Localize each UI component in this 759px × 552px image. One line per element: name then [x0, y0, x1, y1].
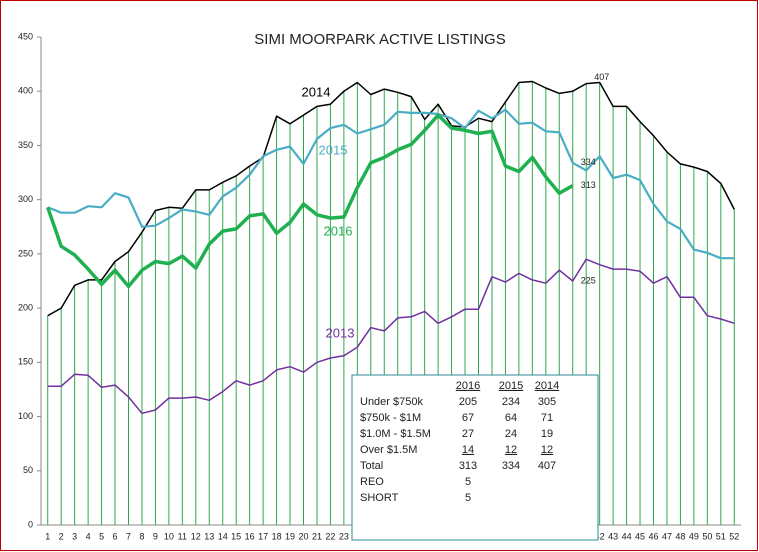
table-row-label: Over $1.5M: [360, 444, 417, 456]
x-tick-label: 12: [191, 531, 201, 541]
x-tick-label: 20: [298, 531, 308, 541]
y-tick-label: 0: [28, 519, 33, 529]
y-tick-label: 300: [18, 194, 33, 204]
x-tick-label: 6: [113, 531, 118, 541]
table-row-label: $1.0M - $1.5M: [360, 428, 431, 440]
table-header: 2014: [535, 380, 559, 392]
x-tick-label: 15: [231, 531, 241, 541]
x-tick-label: 51: [716, 531, 726, 541]
x-tick-label: 17: [258, 531, 268, 541]
table-cell: 71: [541, 412, 553, 424]
x-tick-label: 52: [729, 531, 739, 541]
table-cell: 205: [459, 396, 477, 408]
table-header: 2015: [499, 380, 523, 392]
x-tick-label: 50: [702, 531, 712, 541]
x-tick-label: 3: [72, 531, 77, 541]
table-cell: 24: [505, 428, 517, 440]
series-name: 2014: [302, 84, 331, 99]
x-tick-label: 23: [339, 531, 349, 541]
x-tick-label: 8: [139, 531, 144, 541]
y-tick-label: 100: [18, 411, 33, 421]
data-label: 334: [581, 157, 596, 167]
table-cell: 334: [502, 460, 520, 472]
table-cell: 19: [541, 428, 553, 440]
y-tick-label: 450: [18, 31, 33, 41]
x-tick-label: 49: [689, 531, 699, 541]
x-tick-label: 14: [218, 531, 228, 541]
table-cell: 14: [462, 444, 474, 456]
x-tick-label: 5: [99, 531, 104, 541]
x-tick-label: 10: [164, 531, 174, 541]
table-cell: 234: [502, 396, 520, 408]
table-cell: 12: [541, 444, 553, 456]
series-line: [46, 113, 574, 289]
y-tick-label: 150: [18, 357, 33, 367]
table-header: 2016: [456, 380, 480, 392]
y-tick-label: 200: [18, 302, 33, 312]
x-tick-label: 42: [595, 531, 605, 541]
series-name: 2015: [319, 142, 348, 157]
x-tick-label: 48: [675, 531, 685, 541]
table-cell: 5: [465, 492, 471, 504]
x-tick-label: 1: [45, 531, 50, 541]
x-tick-label: 13: [204, 531, 214, 541]
y-tick-label: 50: [23, 465, 33, 475]
x-tick-label: 45: [635, 531, 645, 541]
series-name: 2013: [326, 325, 355, 340]
table-cell: 305: [538, 396, 556, 408]
table-row-label: REO: [360, 476, 384, 488]
x-tick-label: 43: [608, 531, 618, 541]
series-line: [47, 80, 735, 317]
series-name: 2016: [324, 223, 353, 238]
chart-title: SIMI MOORPARK ACTIVE LISTINGS: [254, 31, 505, 48]
x-tick-label: 11: [178, 531, 187, 541]
table-cell: 64: [505, 412, 517, 424]
table-cell: 67: [462, 412, 474, 424]
table-cell: 407: [538, 460, 556, 472]
x-tick-label: 16: [245, 531, 255, 541]
x-tick-label: 18: [272, 531, 282, 541]
y-tick-label: 400: [18, 86, 33, 96]
y-tick-label: 350: [18, 140, 33, 150]
x-tick-label: 46: [648, 531, 658, 541]
x-tick-label: 4: [86, 531, 91, 541]
y-tick-label: 250: [18, 248, 33, 258]
data-label: 313: [581, 180, 596, 190]
x-tick-label: 21: [312, 531, 322, 541]
x-tick-label: 47: [662, 531, 672, 541]
series-line: [47, 108, 735, 260]
table-row-label: SHORT: [360, 492, 399, 504]
table-cell: 12: [505, 444, 517, 456]
x-tick-label: 19: [285, 531, 295, 541]
x-tick-label: 9: [153, 531, 158, 541]
table-cell: 313: [459, 460, 477, 472]
x-tick-label: 22: [325, 531, 335, 541]
table-box: [351, 374, 599, 541]
x-tick-label: 2: [59, 531, 64, 541]
x-tick-label: 44: [622, 531, 632, 541]
x-tick-label: 7: [126, 531, 131, 541]
data-label: 225: [581, 275, 596, 285]
data-label: 407: [594, 72, 609, 82]
series-line: [47, 258, 735, 415]
table-cell: 27: [462, 428, 474, 440]
table-row-label: Under $750k: [360, 396, 423, 408]
table-cell: 5: [465, 476, 471, 488]
summary-table: 2016 2015 2014 Under $750k 205 234 305 $750k - …: [351, 374, 599, 541]
table-row-label: Total: [360, 460, 383, 472]
table-row-label: $750k - $1M: [360, 412, 421, 424]
